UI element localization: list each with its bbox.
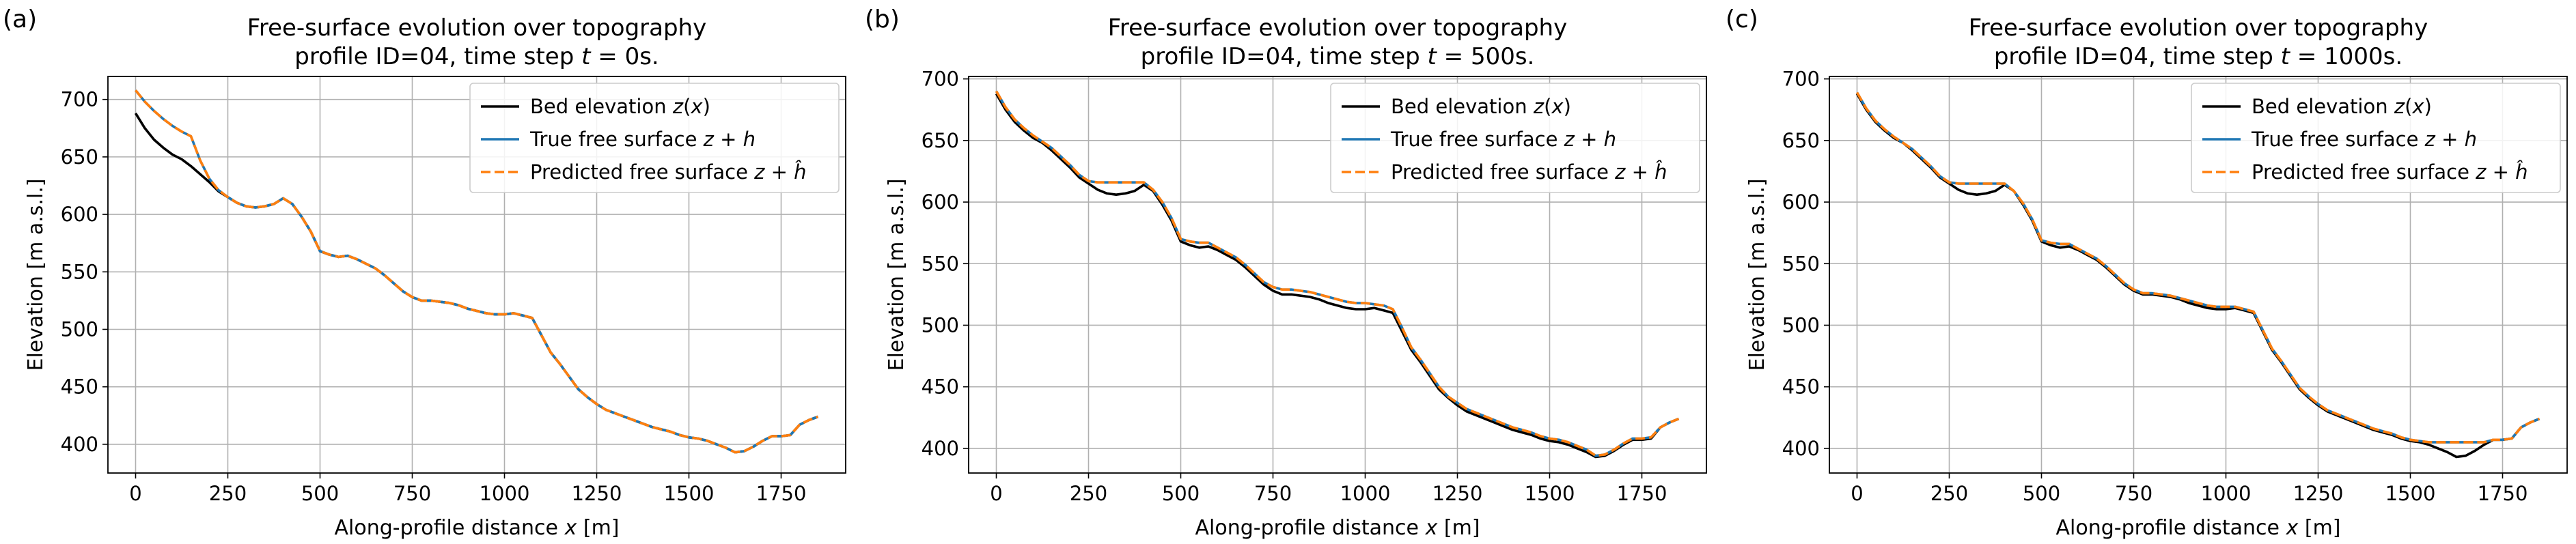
y-tick-label: 450 bbox=[61, 375, 98, 399]
y-axis-label: Elevation [m a.s.l.] bbox=[885, 178, 909, 371]
x-tick-label: 750 bbox=[1254, 482, 1292, 505]
x-tick-label: 500 bbox=[301, 482, 339, 505]
y-tick-label: 650 bbox=[922, 129, 959, 152]
y-tick-label: 500 bbox=[922, 313, 959, 337]
x-tick-label: 1500 bbox=[1525, 482, 1575, 505]
x-tick-label: 1000 bbox=[2201, 482, 2252, 505]
legend: Bed elevation z(x) True free surface z + … bbox=[1330, 83, 1700, 193]
legend-entry: True free surface z + h bbox=[2251, 128, 2477, 151]
legend-entry: Predicted free surface z + ĥ bbox=[530, 160, 807, 184]
chart-panel-3: (c) Free-surface evolution over topograph… bbox=[1726, 5, 2568, 540]
x-tick-label: 500 bbox=[2023, 482, 2060, 505]
x-tick-label: 1250 bbox=[1432, 482, 1483, 505]
legend-entry: Bed elevation z(x) bbox=[530, 95, 710, 118]
legend-entry: Bed elevation z(x) bbox=[1391, 95, 1571, 118]
y-tick-label: 600 bbox=[922, 190, 959, 214]
x-tick-label: 750 bbox=[2115, 482, 2152, 505]
y-tick-label: 500 bbox=[1782, 313, 1820, 337]
x-tick-label: 250 bbox=[1070, 482, 1107, 505]
y-axis-label: Elevation [m a.s.l.] bbox=[24, 178, 48, 371]
y-tick-label: 600 bbox=[61, 203, 98, 226]
axes-frame bbox=[1829, 76, 2568, 474]
y-tick-label: 400 bbox=[1782, 437, 1820, 460]
legend-entry: Predicted free surface z + ĥ bbox=[1391, 160, 1667, 184]
chart-panel-1: (a) Free-surface evolution over topograph… bbox=[3, 5, 846, 540]
legend-box bbox=[1330, 83, 1700, 193]
y-axis-label: Elevation [m a.s.l.] bbox=[1745, 178, 1769, 371]
x-tick-label: 500 bbox=[1162, 482, 1200, 505]
series-line-3 bbox=[135, 89, 819, 454]
x-axis-label: Along-profile distance x [m] bbox=[334, 516, 619, 540]
y-tick-label: 600 bbox=[1782, 190, 1820, 214]
chart-title: Free-surface evolution over topography bbox=[1108, 14, 1567, 42]
x-tick-label: 0 bbox=[990, 482, 1002, 505]
y-tick-label: 650 bbox=[61, 145, 98, 169]
y-tick-label: 400 bbox=[922, 437, 959, 460]
chart-subtitle: profile ID=04, time step t = 0s. bbox=[294, 43, 659, 70]
panel-label: (c) bbox=[1726, 5, 1758, 33]
x-tick-label: 250 bbox=[1930, 482, 1968, 505]
y-tick-label: 400 bbox=[61, 433, 98, 456]
y-tick-label: 450 bbox=[1782, 375, 1820, 399]
legend-box bbox=[469, 83, 840, 193]
y-tick-label: 650 bbox=[1782, 129, 1820, 152]
x-tick-label: 1250 bbox=[2293, 482, 2344, 505]
panel-label: (b) bbox=[865, 5, 900, 33]
legend: Bed elevation z(x) True free surface z + … bbox=[2191, 83, 2561, 193]
panel-label: (a) bbox=[3, 5, 37, 33]
x-tick-label: 0 bbox=[1851, 482, 1863, 505]
chart-panel-2: (b) Free-surface evolution over topograph… bbox=[865, 5, 1707, 540]
x-tick-label: 1750 bbox=[1617, 482, 1667, 505]
series-line-1 bbox=[1855, 93, 2540, 459]
x-tick-label: 1750 bbox=[756, 482, 807, 505]
x-tick-label: 1250 bbox=[572, 482, 622, 505]
series-line-1 bbox=[995, 93, 1680, 459]
y-tick-label: 700 bbox=[61, 88, 98, 111]
legend-entry: True free surface z + h bbox=[1390, 128, 1616, 151]
legend-entry: Predicted free surface z + ĥ bbox=[2252, 160, 2528, 184]
legend-box bbox=[2191, 83, 2561, 193]
x-tick-label: 0 bbox=[129, 482, 141, 505]
axes-frame bbox=[968, 76, 1707, 474]
chart-title: Free-surface evolution over topography bbox=[247, 14, 706, 42]
y-tick-label: 450 bbox=[922, 375, 959, 399]
x-tick-label: 750 bbox=[393, 482, 431, 505]
chart-subtitle: profile ID=04, time step t = 1000s. bbox=[1994, 43, 2402, 70]
x-tick-label: 250 bbox=[209, 482, 247, 505]
legend: Bed elevation z(x) True free surface z + … bbox=[469, 83, 840, 193]
chart-subtitle: profile ID=04, time step t = 500s. bbox=[1141, 43, 1535, 70]
y-tick-label: 550 bbox=[922, 252, 959, 275]
x-axis-label: Along-profile distance x [m] bbox=[1195, 516, 1480, 540]
x-tick-label: 1000 bbox=[480, 482, 530, 505]
legend-entry: True free surface z + h bbox=[529, 128, 756, 151]
y-tick-label: 550 bbox=[1782, 252, 1820, 275]
series-line-3 bbox=[995, 90, 1680, 457]
y-tick-label: 500 bbox=[61, 317, 98, 341]
y-tick-label: 700 bbox=[922, 68, 959, 91]
x-tick-label: 1500 bbox=[2385, 482, 2436, 505]
axes-frame bbox=[107, 76, 846, 474]
y-tick-label: 700 bbox=[1782, 68, 1820, 91]
chart-title: Free-surface evolution over topography bbox=[1969, 14, 2428, 42]
x-tick-label: 1750 bbox=[2478, 482, 2528, 505]
x-tick-label: 1500 bbox=[664, 482, 715, 505]
legend-entry: Bed elevation z(x) bbox=[2252, 95, 2432, 118]
y-tick-label: 550 bbox=[61, 260, 98, 283]
x-axis-label: Along-profile distance x [m] bbox=[2055, 516, 2340, 540]
x-tick-label: 1000 bbox=[1340, 482, 1391, 505]
series-line-3 bbox=[1855, 91, 2540, 444]
